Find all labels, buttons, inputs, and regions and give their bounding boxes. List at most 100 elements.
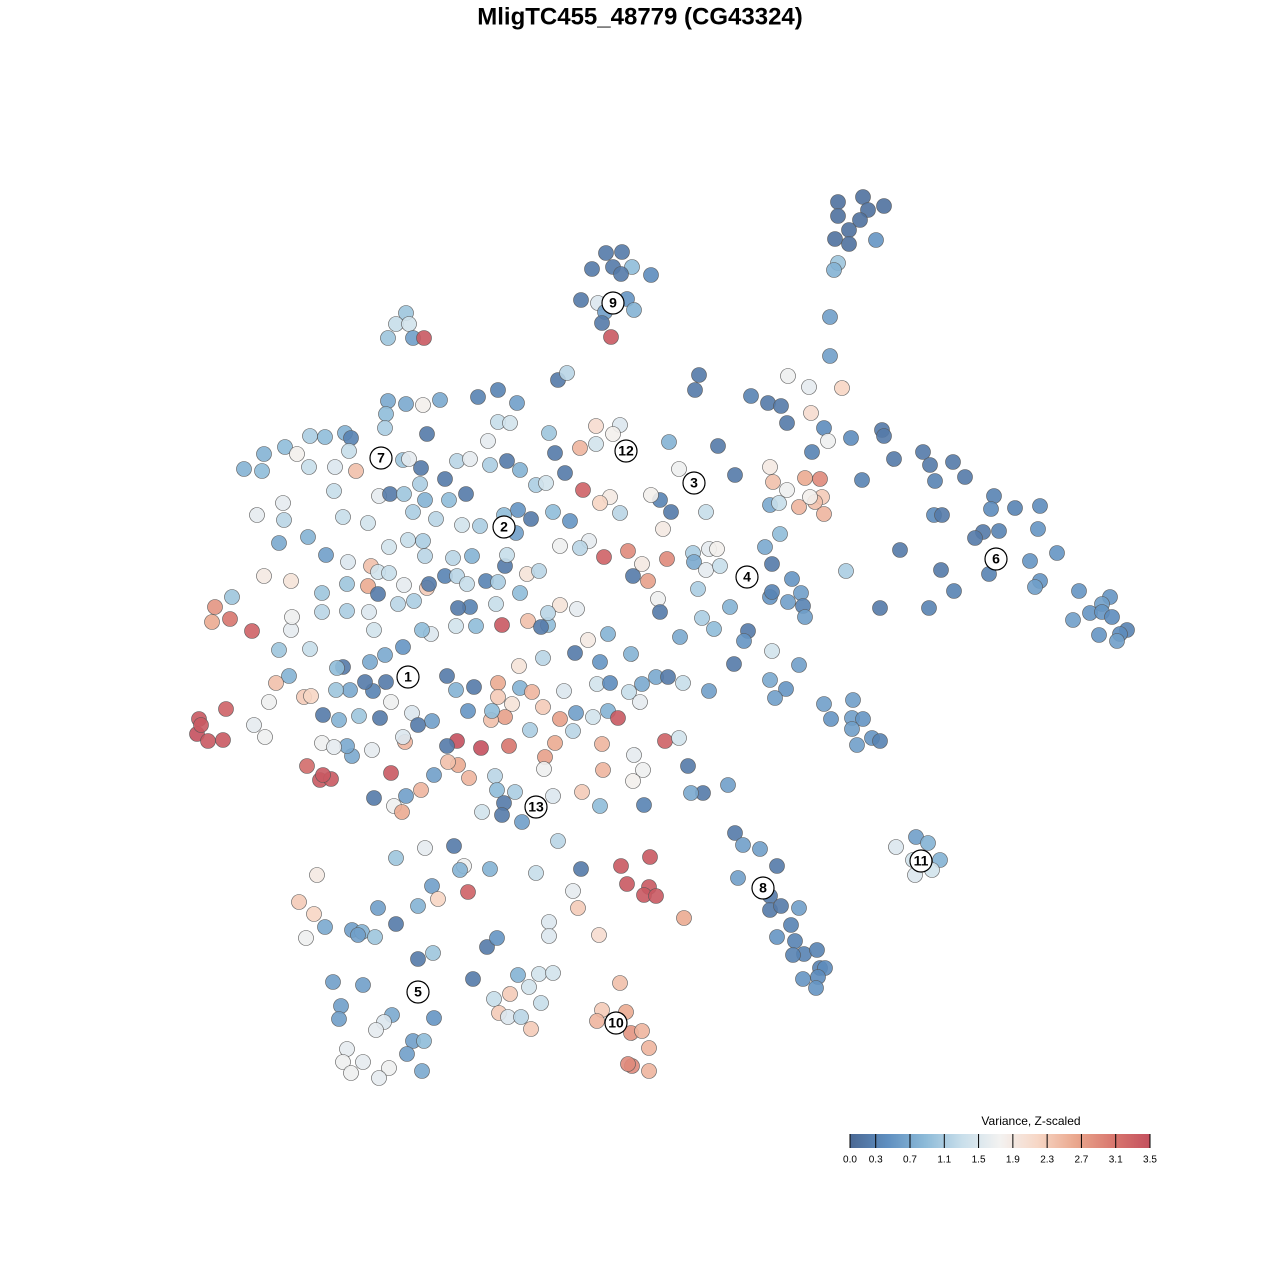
point xyxy=(757,539,773,555)
point xyxy=(437,471,453,487)
point xyxy=(468,618,484,634)
point xyxy=(281,668,297,684)
point xyxy=(559,365,575,381)
point xyxy=(448,682,464,698)
point xyxy=(342,682,358,698)
point xyxy=(921,600,937,616)
point xyxy=(720,777,736,793)
point xyxy=(355,977,371,993)
point xyxy=(915,444,931,460)
cluster-label: 4 xyxy=(743,569,751,585)
point xyxy=(419,426,435,442)
point xyxy=(791,657,807,673)
point xyxy=(350,927,366,943)
point xyxy=(531,563,547,579)
point xyxy=(822,348,838,364)
point xyxy=(388,850,404,866)
point xyxy=(573,292,589,308)
point xyxy=(417,840,433,856)
point xyxy=(362,654,378,670)
colorbar-title: Variance, Z-scaled xyxy=(981,1114,1080,1128)
point xyxy=(625,568,641,584)
point xyxy=(399,1046,415,1062)
point xyxy=(514,814,530,830)
point xyxy=(706,621,722,637)
point xyxy=(466,679,482,695)
point xyxy=(340,554,356,570)
point xyxy=(432,392,448,408)
point xyxy=(193,717,209,733)
point xyxy=(482,457,498,473)
point xyxy=(541,928,557,944)
point xyxy=(663,504,679,520)
cluster-label: 8 xyxy=(759,880,767,896)
point xyxy=(804,444,820,460)
point xyxy=(406,593,422,609)
colorbar-tick-label: 0.0 xyxy=(843,1155,857,1166)
point xyxy=(446,838,462,854)
point xyxy=(791,900,807,916)
point xyxy=(855,711,871,727)
point xyxy=(533,619,549,635)
point xyxy=(394,804,410,820)
point xyxy=(522,722,538,738)
point xyxy=(1049,545,1065,561)
point xyxy=(222,611,238,627)
point xyxy=(572,540,588,556)
point xyxy=(710,438,726,454)
point xyxy=(556,683,572,699)
point xyxy=(366,790,382,806)
point xyxy=(626,302,642,318)
point xyxy=(372,710,388,726)
point xyxy=(613,858,629,874)
point xyxy=(712,558,728,574)
point xyxy=(588,418,604,434)
point xyxy=(512,585,528,601)
point xyxy=(641,1040,657,1056)
point xyxy=(504,696,520,712)
cluster-marker xyxy=(735,565,759,589)
point xyxy=(464,548,480,564)
point xyxy=(550,833,566,849)
point xyxy=(816,506,832,522)
point xyxy=(224,589,240,605)
point xyxy=(302,641,318,657)
point xyxy=(569,601,585,617)
point xyxy=(415,533,431,549)
point xyxy=(482,861,498,877)
point xyxy=(552,538,568,554)
point xyxy=(367,929,383,945)
point xyxy=(872,733,888,749)
point xyxy=(490,689,506,705)
point xyxy=(499,547,515,563)
point xyxy=(698,504,714,520)
point xyxy=(650,591,666,607)
point xyxy=(535,650,551,666)
colorbar-tick-label: 3.5 xyxy=(1143,1155,1157,1166)
point xyxy=(339,1041,355,1057)
cluster-marker xyxy=(909,849,933,873)
point xyxy=(736,633,752,649)
point xyxy=(641,1063,657,1079)
point xyxy=(600,626,616,642)
point xyxy=(822,309,838,325)
point xyxy=(490,382,506,398)
point xyxy=(686,554,702,570)
point xyxy=(480,433,496,449)
point xyxy=(357,674,373,690)
point xyxy=(671,461,687,477)
point xyxy=(368,1022,384,1038)
point xyxy=(557,465,573,481)
point xyxy=(314,604,330,620)
point xyxy=(588,436,604,452)
point xyxy=(510,967,526,983)
point xyxy=(452,862,468,878)
point xyxy=(773,898,789,914)
point xyxy=(289,446,305,462)
point xyxy=(778,681,794,697)
point xyxy=(378,406,394,422)
point xyxy=(575,482,591,498)
